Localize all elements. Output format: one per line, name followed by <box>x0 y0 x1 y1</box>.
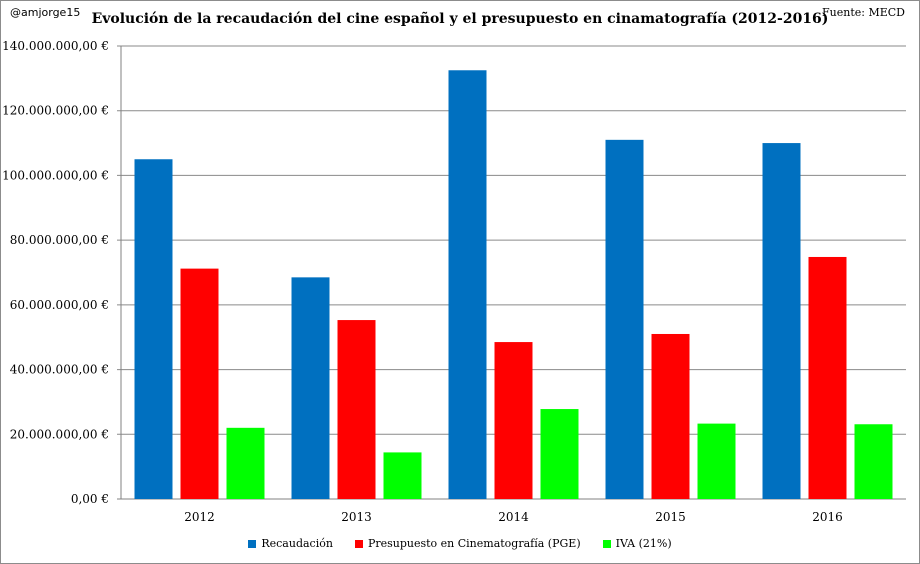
bar <box>291 277 330 499</box>
legend-item-presupuesto: Presupuesto en Cinematografía (PGE) <box>354 537 581 550</box>
bar <box>383 452 422 499</box>
x-tick-label: 2012 <box>184 510 215 524</box>
legend-item-iva: IVA (21%) <box>602 537 672 550</box>
y-tick-label: 0,00 € <box>71 492 109 506</box>
y-tick-label: 120.000.000,00 € <box>2 104 109 118</box>
legend-item-recaudacion: Recaudación <box>248 537 333 550</box>
legend: Recaudación Presupuesto en Cinematografí… <box>1 537 919 550</box>
bar <box>448 70 487 500</box>
bar <box>651 333 690 499</box>
legend-swatch-presupuesto <box>354 539 363 548</box>
y-tick-label: 80.000.000,00 € <box>10 233 109 247</box>
y-tick-label: 40.000.000,00 € <box>10 363 109 377</box>
legend-label-recaudacion: Recaudación <box>261 537 333 550</box>
y-tick-label: 100.000.000,00 € <box>2 168 109 182</box>
author-handle: @amjorge15 <box>10 6 81 19</box>
bar <box>808 256 847 499</box>
x-tick-label: 2016 <box>812 510 843 524</box>
bar <box>697 423 736 499</box>
x-tick-label: 2013 <box>341 510 372 524</box>
y-tick-label: 140.000.000,00 € <box>2 39 109 53</box>
source-label: Fuente: MECD <box>822 6 905 19</box>
legend-swatch-recaudacion <box>248 539 257 548</box>
y-tick-label: 60.000.000,00 € <box>10 298 109 312</box>
bar <box>540 409 579 499</box>
x-tick-label: 2014 <box>498 510 529 524</box>
y-tick-label: 20.000.000,00 € <box>10 427 109 441</box>
chart-title: Evolución de la recaudación del cine esp… <box>91 11 829 27</box>
bar <box>337 320 376 499</box>
bar <box>226 427 265 499</box>
bar <box>180 268 219 499</box>
legend-swatch-iva <box>602 539 611 548</box>
legend-label-iva: IVA (21%) <box>615 537 672 550</box>
legend-label-presupuesto: Presupuesto en Cinematografía (PGE) <box>367 537 581 550</box>
bar <box>494 342 533 499</box>
bar <box>134 159 173 499</box>
x-tick-label: 2015 <box>655 510 686 524</box>
bar <box>605 139 644 500</box>
bar <box>762 143 801 500</box>
bar-chart: 0,00 € 20.000.000,00 € 40.000.000,00 € 60.0… <box>2 39 906 524</box>
bar <box>854 424 893 499</box>
